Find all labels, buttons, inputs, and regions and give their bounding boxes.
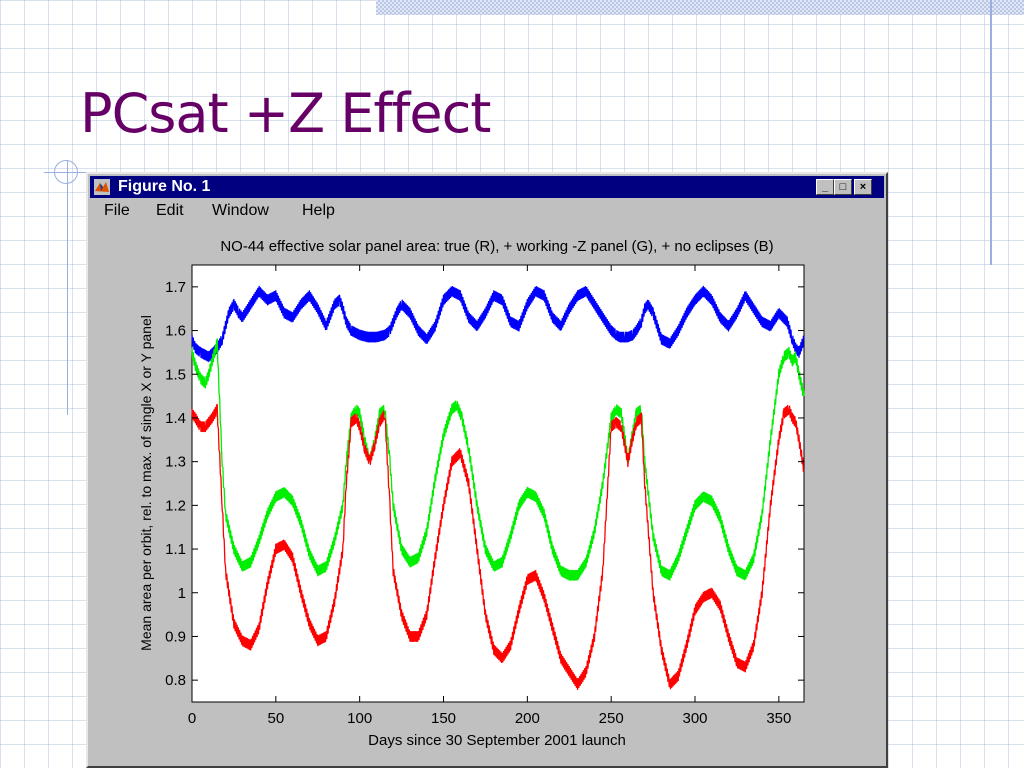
y-tick-label: 1.1	[165, 541, 186, 558]
x-tick-label: 250	[599, 710, 624, 727]
y-tick-label: 1.6	[165, 323, 186, 340]
x-tick-label: 0	[188, 710, 196, 727]
menu-file[interactable]: File	[104, 202, 130, 219]
menu-help[interactable]: Help	[302, 202, 335, 219]
series-line-0	[191, 285, 805, 363]
series-layer	[191, 285, 805, 690]
decorative-circle	[54, 160, 78, 184]
window-title: Figure No. 1	[118, 178, 211, 195]
y-tick-label: 1.3	[165, 454, 186, 471]
tick-layer: 0 50 100 150 200 250 300 350 0.8 0.9 1 1.1 1.2 1.3 1.4…	[165, 265, 804, 727]
y-tick-label: 0.9	[165, 628, 186, 645]
x-tick-label: 350	[766, 710, 791, 727]
series-line-2	[191, 403, 805, 690]
matlab-logo-icon	[94, 179, 110, 195]
minimize-button[interactable]: _	[816, 179, 834, 195]
y-tick-label: 1.2	[165, 497, 186, 514]
chart-title: NO-44 effective solar panel area: true (…	[220, 238, 773, 255]
y-tick-label: 1	[178, 585, 186, 602]
menu-bar: File Edit Window Help	[90, 200, 884, 222]
x-tick-label: 100	[347, 710, 372, 727]
menu-window[interactable]: Window	[212, 202, 269, 219]
x-tick-label: 300	[682, 710, 707, 727]
decorative-band	[376, 0, 1024, 15]
close-button[interactable]: ×	[854, 179, 872, 195]
x-tick-label: 150	[431, 710, 456, 727]
y-tick-label: 0.8	[165, 672, 186, 689]
slide-title: PCsat +Z Effect	[80, 82, 491, 145]
decorative-line-left	[67, 160, 68, 415]
x-axis-label: Days since 30 September 2001 launch	[368, 732, 626, 749]
y-axis-label: Mean area per orbit, rel. to max. of sin…	[138, 315, 154, 651]
series-line-1	[191, 338, 805, 581]
window-titlebar[interactable]: Figure No. 1 _ □ ×	[90, 176, 884, 198]
y-tick-label: 1.4	[165, 410, 186, 427]
menu-edit[interactable]: Edit	[156, 202, 184, 219]
y-tick-label: 1.7	[165, 279, 186, 296]
y-tick-label: 1.5	[165, 366, 186, 383]
plot-area	[191, 264, 805, 703]
maximize-button[interactable]: □	[834, 179, 852, 195]
x-tick-label: 50	[267, 710, 284, 727]
x-tick-label: 200	[515, 710, 540, 727]
decorative-line-right	[990, 0, 992, 265]
